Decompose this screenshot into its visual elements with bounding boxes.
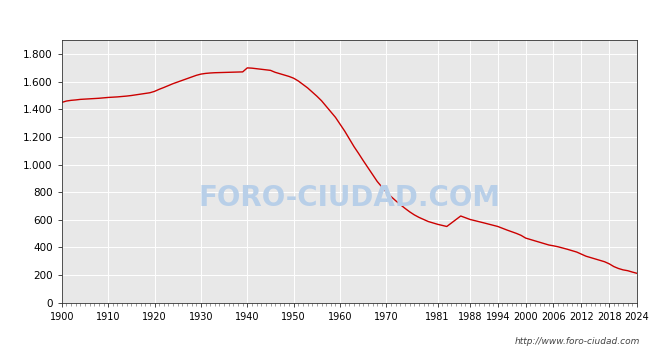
Text: Bohoyo (Municipio) - Evolucion del numero de Habitantes: Bohoyo (Municipio) - Evolucion del numer… [87, 12, 563, 26]
Text: FORO-CIUDAD.COM: FORO-CIUDAD.COM [198, 184, 500, 212]
Text: http://www.foro-ciudad.com: http://www.foro-ciudad.com [515, 337, 640, 346]
